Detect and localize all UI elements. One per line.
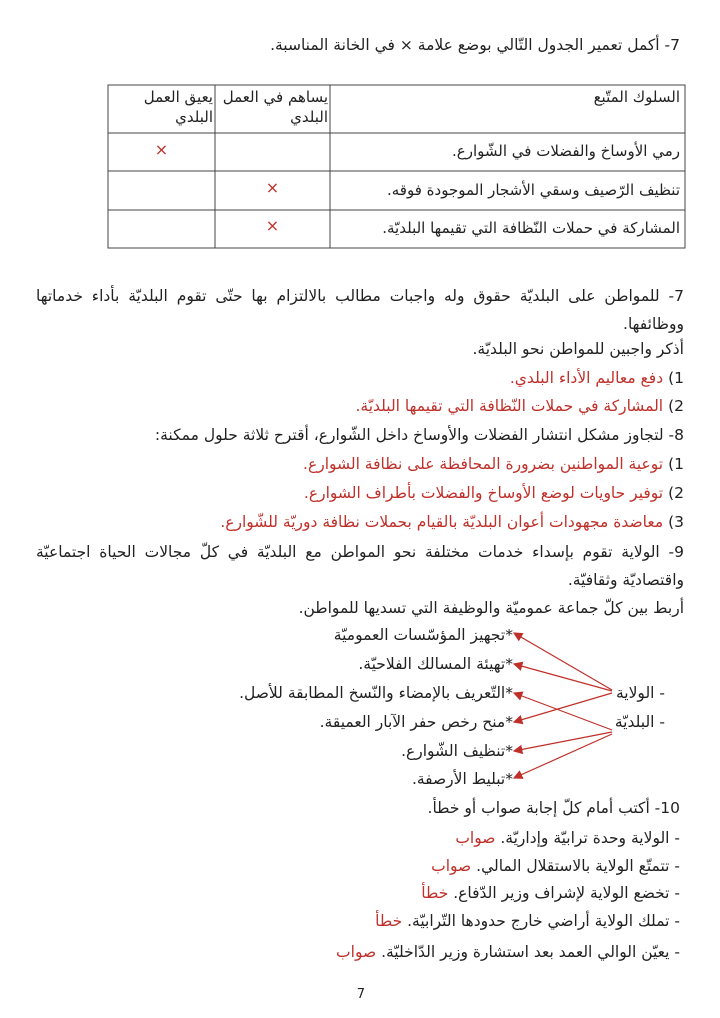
matching-arrows	[512, 632, 613, 779]
answer: 2) توفير حاويات لوضع الأوساخ والفضلات بأ…	[304, 482, 684, 504]
check-mark: ×	[265, 216, 280, 235]
tf-item: - تملك الولاية أراضي خارج حدودها التّراب…	[375, 910, 680, 932]
function-item: *تجهيز المؤسّسات العموميّة	[333, 626, 513, 644]
q7a-title: 7- أكمل تعمير الجدول التّالي بوضع علامة …	[270, 36, 680, 54]
table-cell: المشاركة في حملات النّظافة التي تقيمها ا…	[382, 219, 680, 237]
q9-intro: 9- الولاية تقوم بإسداء خدمات مختلفة نحو …	[36, 543, 684, 589]
answer: 3) معاضدة مجهودات أعوان البلديّة بالقيام…	[220, 511, 684, 533]
answer-text: توعية المواطنين بضرورة المحافظة على نظاف…	[303, 455, 664, 473]
answer-number: 1)	[668, 369, 684, 387]
statement: - تتمتّع الولاية بالاستقلال المالي.	[476, 857, 680, 875]
statement: - تخضع الولاية لإشراف وزير الدّفاع.	[453, 884, 680, 902]
check-mark: ×	[265, 178, 280, 197]
tf-item: - يعيّن الوالي العمد بعد استشارة وزير ال…	[336, 941, 680, 963]
answer: 2) المشاركة في حملات النّظافة التي تقيمه…	[355, 395, 684, 417]
table-cell: رمي الأوساخ والفضلات في الشّوارع.	[452, 142, 680, 160]
answer-number: 2)	[668, 484, 684, 502]
answer-text: توفير حاويات لوضع الأوساخ والفضلات بأطرا…	[303, 484, 664, 502]
function-item: *تنظيف الشّوارع.	[401, 742, 513, 760]
function-item: *تهيئة المسالك الفلاحيّة.	[358, 655, 513, 673]
check-mark: ×	[154, 140, 169, 159]
table-cell: تنظيف الرّصيف وسقي الأشجار الموجودة فوقه…	[386, 181, 680, 199]
q7b-intro: 7- للمواطن على البلديّة حقوق وله واجبات …	[36, 287, 684, 333]
tf-answer: خطأ	[375, 912, 403, 930]
tf-item: - تتمتّع الولاية بالاستقلال المالي. صواب	[431, 855, 680, 877]
entity-label: - البلديّة	[614, 713, 665, 731]
statement: - الولاية وحدة ترابيّة وإداريّة.	[500, 829, 680, 847]
answer-text: معاضدة مجهودات أعوان البلديّة بالقيام بح…	[220, 513, 664, 531]
tf-answer: صواب	[431, 857, 472, 875]
tf-answer: خطأ	[421, 884, 449, 902]
function-item: *التّعريف بالإمضاء والنّسخ المطابقة للأص…	[239, 684, 513, 702]
answer-number: 3)	[668, 513, 684, 531]
tf-item: - تخضع الولاية لإشراف وزير الدّفاع. خطأ	[421, 882, 680, 904]
function-item: *منح رخص حفر الآبار العميقة.	[319, 713, 513, 731]
tf-item: - الولاية وحدة ترابيّة وإداريّة. صواب	[455, 827, 680, 849]
tf-answer: صواب	[455, 829, 496, 847]
answer: 1) دفع معاليم الأداء البلدي.	[510, 367, 684, 389]
table-grid	[107, 84, 686, 249]
tf-answer: صواب	[336, 943, 377, 961]
function-item: *تبليط الأرصفة.	[411, 770, 513, 788]
q10-prompt: 10- أكتب أمام كلّ إجابة صواب أو خطأ.	[427, 799, 680, 817]
statement: - يعيّن الوالي العمد بعد استشارة وزير ال…	[381, 943, 680, 961]
table-header: السلوك المتّبع	[593, 88, 680, 106]
answer: 1) توعية المواطنين بضرورة المحافظة على ن…	[303, 453, 684, 475]
q8-prompt: 8- لتجاوز مشكل انتشار الفضلات والأوساخ د…	[154, 426, 684, 444]
entity-label: - الولاية	[615, 684, 665, 702]
table-header: يعيق العمل البلدي	[143, 88, 213, 126]
page-number: 7	[356, 987, 365, 1002]
answer-text: المشاركة في حملات النّظافة التي تقيمها ا…	[355, 397, 664, 415]
answer-text: دفع معاليم الأداء البلدي.	[509, 369, 664, 387]
statement: - تملك الولاية أراضي خارج حدودها التّراب…	[407, 912, 680, 930]
answer-number: 2)	[668, 397, 684, 415]
answer-number: 1)	[668, 455, 684, 473]
q7b-prompt: أذكر واجبين للمواطن نحو البلديّة.	[472, 340, 685, 358]
q9-prompt: أربط بين كلّ جماعة عموميّة والوظيفة التي…	[298, 599, 684, 617]
table-header: يساهم في العمل البلدي	[222, 88, 328, 126]
